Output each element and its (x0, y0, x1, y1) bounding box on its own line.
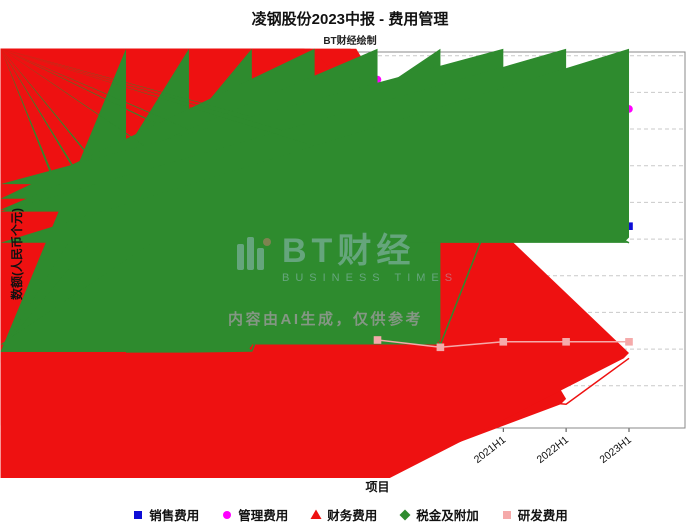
legend-item-2: 财务费用 (310, 505, 377, 524)
legend-label: 销售费用 (149, 509, 200, 523)
legend-label: 税金及附加 (416, 509, 479, 523)
legend-square-icon (134, 510, 143, 519)
series-4 (373, 336, 633, 352)
legend-circle-icon (223, 510, 232, 519)
legend-label: 管理费用 (238, 509, 289, 523)
legend-square-icon (502, 510, 511, 519)
legend-item-3: 税金及附加 (399, 505, 479, 524)
x-tick-label: 2022H1 (535, 434, 571, 466)
legend-label: 财务费用 (327, 509, 378, 523)
legend-diamond-icon (399, 509, 411, 520)
x-tick-label: 2021H1 (472, 434, 508, 466)
legend-label: 研发费用 (517, 509, 568, 523)
chart-subtitle: BT财经绘制 (323, 36, 377, 47)
legend-triangle-icon (310, 509, 322, 519)
chart-title: 凌钢股份2023中报 - 费用管理 (251, 11, 449, 28)
plot-area: -2E70E02E74E76E78E71E81.2E81.4E81.6E8201… (0, 48, 686, 478)
y-axis-label: 数额(人民币个元) (10, 208, 24, 300)
legend: 销售费用 管理费用 财务费用 税金及附加 研发费用 (0, 505, 700, 524)
legend-item-4: 研发费用 (501, 505, 568, 524)
plot-container: -2E70E02E74E76E78E71E81.2E81.4E81.6E8201… (0, 48, 700, 478)
legend-item-1: 管理费用 (221, 505, 288, 524)
x-axis-label: 项目 (365, 480, 390, 494)
legend-item-0: 销售费用 (132, 505, 199, 524)
series-3 (0, 48, 630, 353)
x-tick-label: 2023H1 (597, 434, 633, 466)
